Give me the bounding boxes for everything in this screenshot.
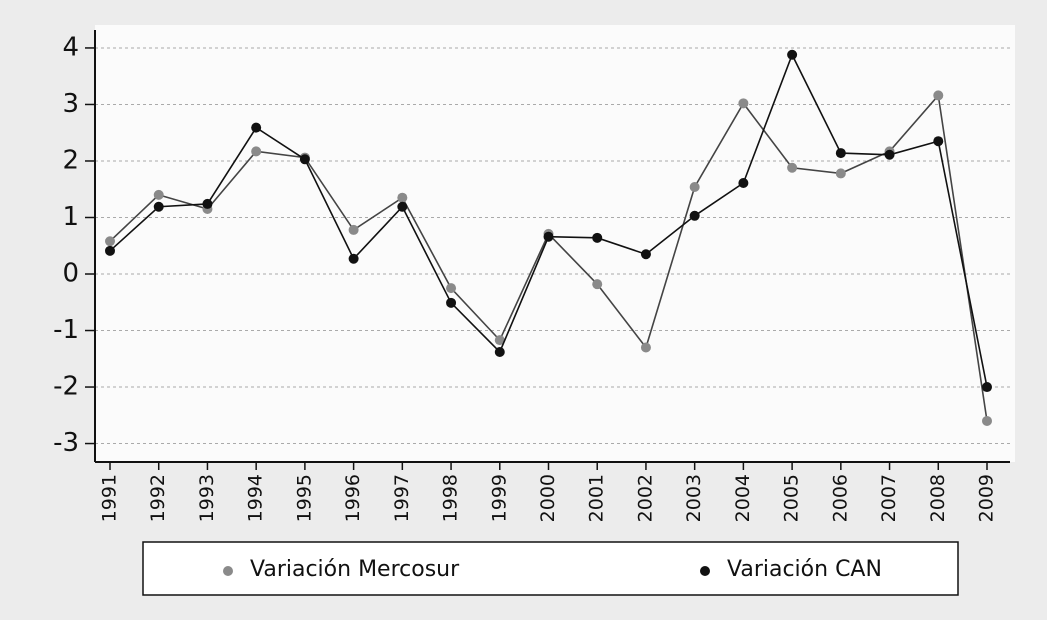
x-tick-label: 2003 (683, 474, 705, 522)
point (251, 122, 262, 133)
point (933, 90, 944, 101)
point (689, 210, 700, 221)
x-tick-label: 2008 (927, 474, 949, 522)
point (884, 149, 895, 160)
x-tick-label: 2002 (634, 474, 656, 522)
point (689, 181, 700, 192)
legend-label: Variación Mercosur (250, 557, 460, 582)
point (153, 189, 164, 200)
x-tick-label: 2001 (586, 474, 608, 522)
point (202, 198, 213, 209)
x-tick-label: 1999 (488, 474, 510, 522)
point (835, 168, 846, 179)
point (494, 335, 505, 346)
point (982, 382, 992, 393)
y-tick-label: 2 (62, 145, 79, 175)
x-tick-label: 1991 (99, 474, 121, 522)
x-tick-label: 2004 (732, 474, 754, 522)
point (787, 162, 798, 173)
point (592, 279, 603, 290)
legend-label: Variación CAN (727, 557, 882, 582)
x-tick-label: 2007 (878, 474, 900, 522)
x-tick-label: 1994 (245, 474, 267, 522)
point (738, 98, 749, 109)
x-tick-label: 1996 (342, 474, 364, 522)
point (543, 231, 554, 242)
x-tick-label: 1998 (440, 474, 462, 522)
point (446, 297, 457, 308)
point (251, 146, 262, 157)
x-tick-label: 2006 (829, 474, 851, 522)
y-tick-label: -2 (53, 372, 79, 402)
y-tick-label: 4 (62, 32, 79, 62)
plot-area (95, 25, 1015, 462)
y-tick-label: 3 (62, 89, 79, 119)
point (299, 154, 310, 165)
point (494, 346, 505, 357)
point (348, 224, 359, 235)
legend-box (142, 541, 959, 596)
x-tick-label: 2009 (976, 474, 998, 522)
point (446, 283, 457, 294)
x-tick-label: 1997 (391, 474, 413, 522)
y-tick-label: -1 (53, 315, 79, 345)
point (835, 148, 846, 159)
point (397, 201, 408, 212)
x-tick-label: 1993 (196, 474, 218, 522)
x-tick-label: 1995 (293, 474, 315, 522)
point (738, 178, 749, 189)
point (105, 245, 115, 256)
point (640, 249, 651, 260)
x-tick-label: 1992 (147, 474, 169, 522)
point (933, 136, 944, 147)
y-tick-label: 0 (62, 259, 79, 289)
y-tick-label: 1 (62, 202, 79, 232)
point (397, 192, 408, 203)
x-tick-label: 2000 (537, 474, 559, 522)
point (787, 49, 798, 60)
legend-marker (700, 566, 710, 576)
legend-marker (223, 566, 233, 576)
point (592, 232, 603, 243)
point (153, 201, 164, 212)
point (640, 342, 651, 353)
point (348, 253, 359, 264)
x-tick-label: 2005 (781, 474, 803, 522)
point (105, 236, 115, 247)
y-tick-label: -3 (53, 428, 79, 458)
point (982, 415, 992, 426)
